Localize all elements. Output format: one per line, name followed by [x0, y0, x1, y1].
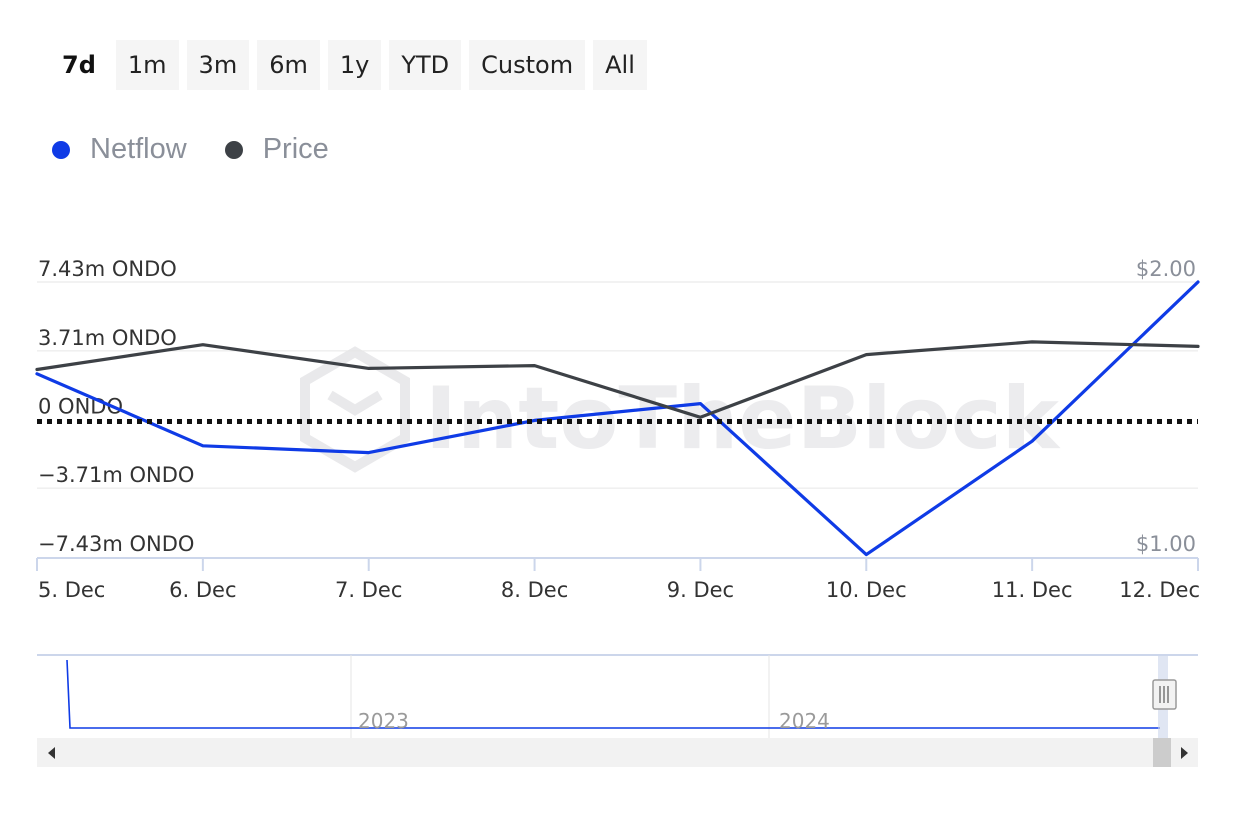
range-button-ytd[interactable]: YTD	[389, 40, 462, 90]
x-tick-label: 8. Dec	[501, 578, 568, 602]
range-button-all[interactable]: All	[593, 40, 647, 90]
range-selector: 7d 1m 3m 6m 1y YTD Custom All	[50, 40, 647, 90]
data-point-netflow[interactable]	[35, 371, 40, 376]
range-button-1m[interactable]: 1m	[115, 40, 179, 90]
x-tick-label: 6. Dec	[169, 578, 236, 602]
range-button-custom[interactable]: Custom	[469, 40, 586, 90]
legend-label: Netflow	[90, 133, 187, 165]
y-left-tick-label: −3.71m ONDO	[38, 463, 194, 487]
y-right-tick-label: $1.00	[1136, 532, 1196, 556]
legend-dot-icon	[224, 140, 243, 159]
watermark-logo-icon	[300, 346, 410, 473]
grid	[37, 281, 1198, 489]
legend-label: Price	[262, 133, 329, 165]
legend: Netflow Price	[52, 133, 329, 166]
series-line-price[interactable]	[35, 340, 1200, 419]
data-point-price[interactable]	[532, 363, 537, 368]
scroll-right-button[interactable]	[1171, 738, 1198, 767]
scrollbar-thumb[interactable]	[1153, 738, 1171, 767]
y-left-tick-label: 7.43m ONDO	[38, 257, 177, 281]
navigator-year-label: 2024	[779, 709, 830, 733]
y-axis-right: $2.00 $1.00	[1136, 257, 1196, 556]
data-point-netflow[interactable]	[200, 443, 205, 448]
legend-dot-icon	[52, 140, 70, 159]
navigator[interactable]: 2023 2024	[37, 654, 1198, 767]
data-point-price[interactable]	[35, 367, 40, 372]
data-point-netflow[interactable]	[1196, 280, 1201, 285]
legend-item-price[interactable]: Price	[224, 133, 329, 166]
x-tick-label: 5. Dec	[38, 578, 105, 602]
data-point-netflow[interactable]	[698, 401, 703, 406]
x-tick-label: 12. Dec	[1119, 578, 1200, 602]
arrow-left-icon	[48, 747, 55, 759]
x-tick-label: 11. Dec	[992, 578, 1073, 602]
data-point-netflow[interactable]	[864, 552, 869, 557]
range-button-1y[interactable]: 1y	[327, 40, 382, 90]
range-button-3m[interactable]: 3m	[186, 40, 250, 90]
x-tick-label: 10. Dec	[826, 578, 907, 602]
series	[35, 280, 1201, 557]
x-axis: 5. Dec 6. Dec 7. Dec 8. Dec 9. Dec 10. Dec 11.…	[36, 557, 1200, 602]
data-point-price[interactable]	[864, 352, 869, 357]
scroll-left-button[interactable]	[37, 738, 66, 767]
data-point-price[interactable]	[200, 342, 205, 347]
y-right-tick-label: $2.00	[1136, 257, 1196, 281]
scrollbar-track[interactable]	[37, 738, 1198, 767]
data-point-netflow[interactable]	[366, 450, 371, 455]
data-point-price[interactable]	[1196, 344, 1201, 349]
range-button-6m[interactable]: 6m	[257, 40, 320, 90]
y-left-tick-label: −7.43m ONDO	[38, 532, 194, 556]
data-point-netflow[interactable]	[1030, 439, 1035, 444]
range-button-7d[interactable]: 7d	[50, 40, 108, 90]
arrow-right-icon	[1181, 747, 1188, 759]
data-point-netflow[interactable]	[532, 418, 537, 423]
navigator-series-line	[66, 659, 1160, 729]
data-point-price[interactable]	[1030, 339, 1035, 344]
navigator-year-label: 2023	[358, 709, 409, 733]
data-point-price[interactable]	[366, 366, 371, 371]
y-left-tick-label: 3.71m ONDO	[38, 326, 177, 350]
x-tick-label: 9. Dec	[667, 578, 734, 602]
legend-item-netflow[interactable]: Netflow	[52, 133, 187, 166]
x-tick-label: 7. Dec	[335, 578, 402, 602]
series-line-netflow[interactable]	[35, 280, 1200, 557]
navigator-handle[interactable]	[1152, 679, 1177, 710]
